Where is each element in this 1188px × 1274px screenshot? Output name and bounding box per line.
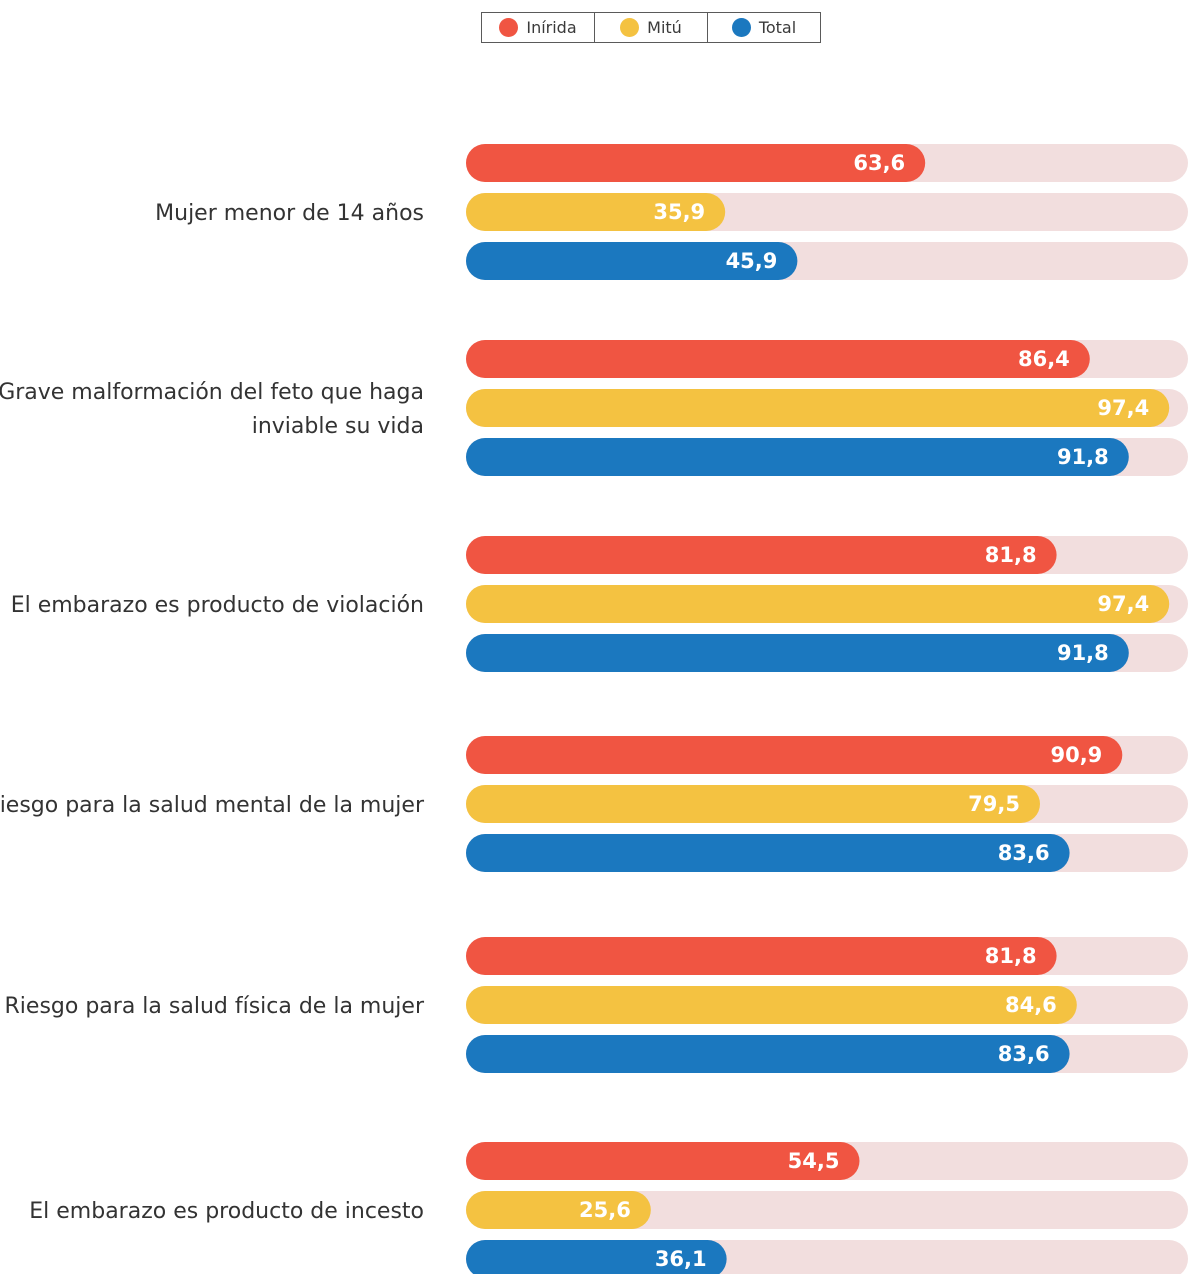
category-label-riesgo-para-la-salud-fisica-de-la-mujer: Riesgo para la salud física de la mujer [5, 994, 425, 1019]
bar-mitu-5 [466, 1191, 651, 1229]
value-label-total-4: 83,6 [998, 1042, 1050, 1066]
bar-mitu-4 [466, 986, 1077, 1024]
value-label-total-1: 91,8 [1057, 445, 1109, 469]
legend-label-mitu: Mitú [647, 18, 682, 37]
category-label-grave-malformacion-del-feto-que-haga-inviable-su-vida: Grave malformación del feto que haga invi… [0, 380, 424, 439]
bar-inirida-0 [466, 144, 926, 182]
legend-swatch-inirida [499, 18, 519, 37]
legend-label-total: Total [758, 18, 797, 37]
bar-total-2 [466, 634, 1129, 672]
value-label-inirida-4: 81,8 [985, 944, 1037, 968]
bar-mitu-0 [466, 193, 726, 231]
category-label-mujer-menor-de-14-anos: Mujer menor de 14 años [155, 201, 424, 226]
bar-total-4 [466, 1035, 1070, 1073]
bar-inirida-2 [466, 536, 1057, 574]
value-label-mitu-2: 97,4 [1097, 592, 1149, 616]
value-label-inirida-1: 86,4 [1018, 347, 1070, 371]
bar-total-0 [466, 242, 798, 280]
bar-inirida-1 [466, 340, 1090, 378]
legend-swatch-total [731, 18, 751, 37]
value-label-mitu-1: 97,4 [1097, 396, 1149, 420]
value-label-inirida-2: 81,8 [985, 543, 1037, 567]
bar-total-3 [466, 834, 1070, 872]
category-label-riesgo-para-la-salud-mental-de-la-mujer: Riesgo para la salud mental de la mujer [0, 793, 425, 818]
bar-total-1 [466, 438, 1129, 476]
value-label-total-2: 91,8 [1057, 641, 1109, 665]
bar-total-5 [466, 1240, 727, 1274]
value-label-mitu-0: 35,9 [653, 200, 705, 224]
value-label-inirida-0: 63,6 [853, 151, 905, 175]
value-label-inirida-5: 54,5 [788, 1149, 840, 1173]
value-label-total-3: 83,6 [998, 841, 1050, 865]
bar-inirida-4 [466, 937, 1057, 975]
value-label-total-0: 45,9 [726, 249, 778, 273]
value-label-total-5: 36,1 [655, 1247, 707, 1271]
value-label-inirida-3: 90,9 [1050, 743, 1102, 767]
legend-item-inirida: Inírida [482, 13, 595, 42]
legend-item-total: Total [708, 13, 820, 42]
value-label-mitu-4: 84,6 [1005, 993, 1057, 1017]
legend-item-mitu: Mitú [595, 13, 708, 42]
category-label-el-embarazo-es-producto-de-incesto: El embarazo es producto de incesto [29, 1199, 424, 1224]
bar-mitu-3 [466, 785, 1040, 823]
bar-inirida-5 [466, 1142, 860, 1180]
bar-mitu-1 [466, 389, 1170, 427]
legend-swatch-mitu [620, 18, 640, 37]
bar-inirida-3 [466, 736, 1123, 774]
value-label-mitu-3: 79,5 [968, 792, 1020, 816]
legend: Inírida Mitú Total [481, 12, 821, 43]
category-label-el-embarazo-es-producto-de-violacion: El embarazo es producto de violación [11, 593, 424, 618]
legend-label-inirida: Inírida [526, 18, 577, 37]
value-label-mitu-5: 25,6 [579, 1198, 631, 1222]
bar-mitu-2 [466, 585, 1170, 623]
